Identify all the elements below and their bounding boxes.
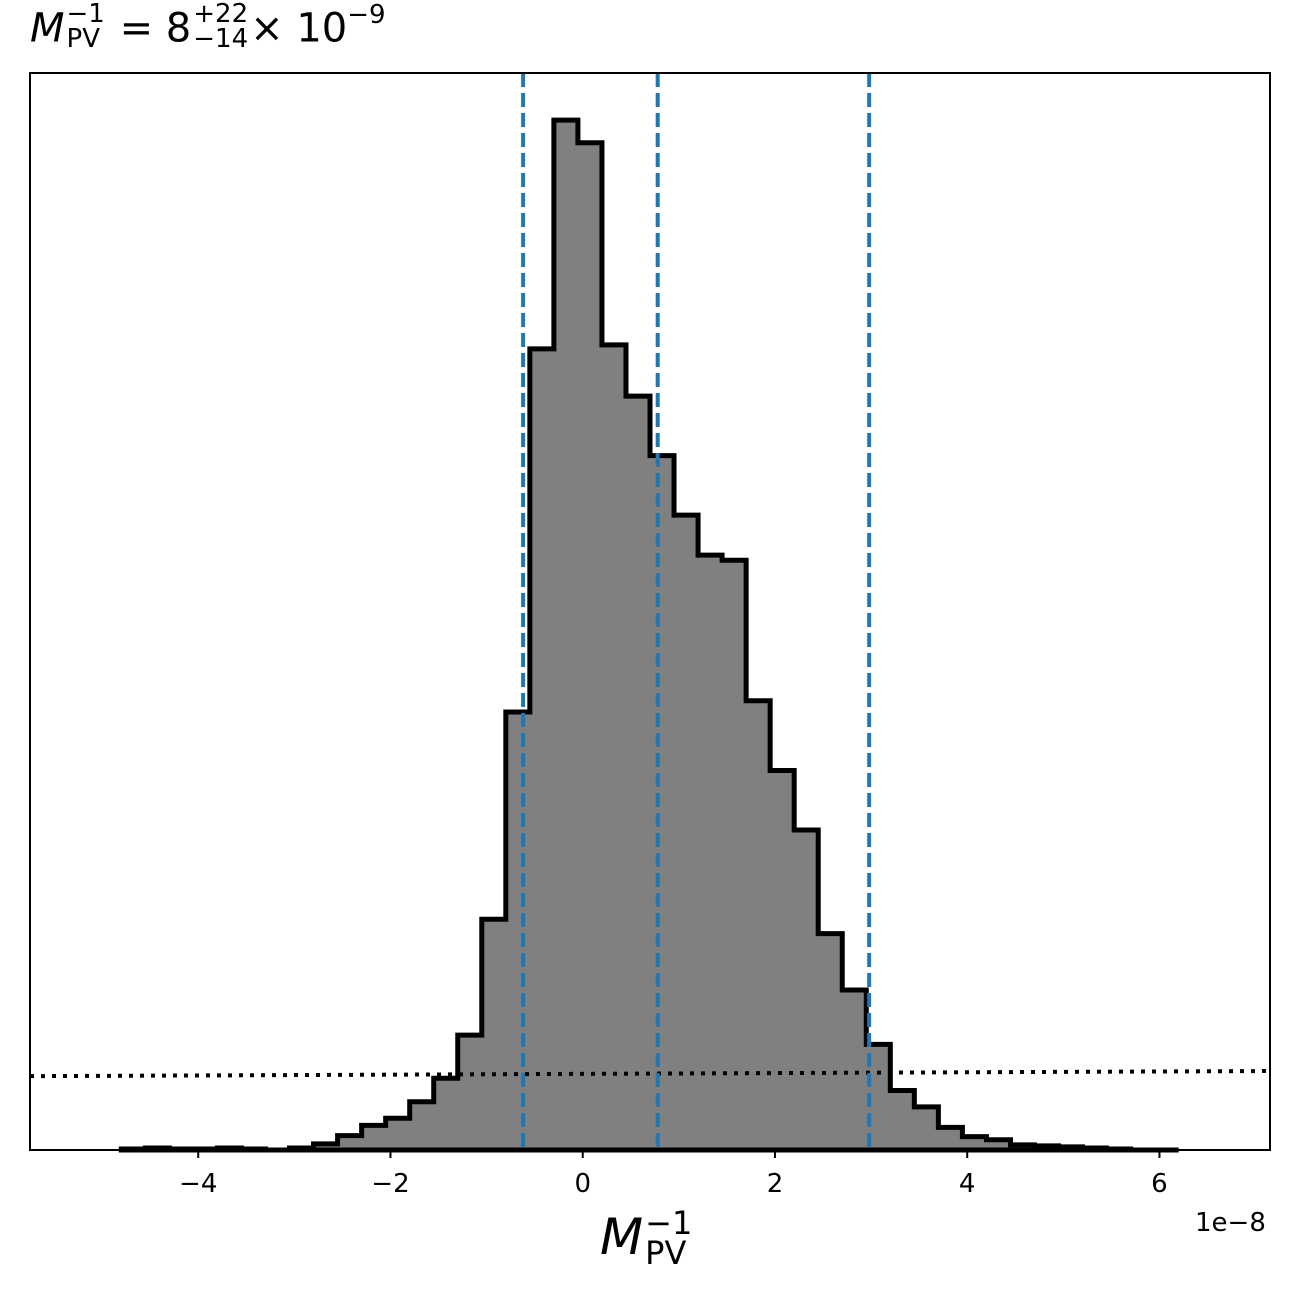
x-tick-label: −2 <box>371 1169 409 1199</box>
title-symbol-sup: −1 <box>66 0 105 29</box>
title-err-plus: +22 <box>193 0 249 29</box>
x-axis-ticks: −4 −2 0 2 4 6 <box>179 1150 1168 1199</box>
x-tick-label: 4 <box>959 1169 976 1199</box>
x-axis-label-sub: PV <box>645 1234 687 1273</box>
title-equals: = <box>119 5 154 52</box>
x-axis-label-sup: −1 <box>645 1204 693 1242</box>
title-scale-base: 10 <box>296 5 348 52</box>
histogram-bars <box>118 117 1179 1153</box>
chart-title: M −1 PV = 8 +22 −14 × 10−9 <box>30 1 386 55</box>
x-tick-label: 6 <box>1151 1169 1168 1199</box>
x-axis-offset-text: 1e−8 <box>1195 1208 1266 1238</box>
title-value: 8 <box>165 5 192 52</box>
histogram-step <box>118 117 1179 1153</box>
x-axis-label-scripts: −1 PV <box>645 1204 693 1273</box>
title-errors: +22 −14 <box>193 0 249 54</box>
title-symbol-sub: PV <box>66 23 100 54</box>
plot-frame <box>29 72 1271 1151</box>
title-symbol-scripts: −1 PV <box>66 0 105 54</box>
x-axis-label-symbol: M <box>600 1207 644 1266</box>
title-times: × <box>250 5 284 52</box>
title-err-minus: −14 <box>193 23 249 54</box>
x-tick-label: 0 <box>574 1169 591 1199</box>
x-tick-label: 2 <box>767 1169 784 1199</box>
x-axis-label: M −1 PV <box>600 1204 694 1273</box>
title-symbol: M <box>30 5 65 52</box>
title-scale-exp: −9 <box>347 0 386 31</box>
x-tick-label: −4 <box>179 1169 217 1199</box>
